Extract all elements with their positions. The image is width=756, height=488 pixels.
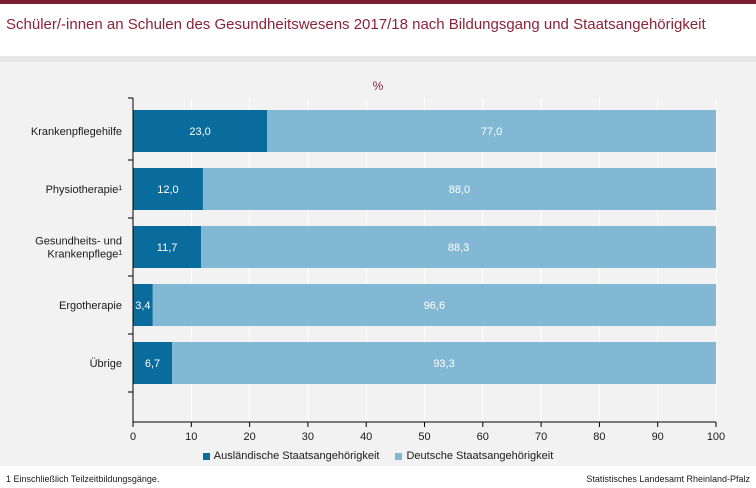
- chart-area: % 23,0 77,0 Krankenpflegehilfe 12,0 88,0 Physi…: [0, 62, 756, 466]
- chart-title: Schüler/-innen an Schulen des Gesundheit…: [6, 16, 706, 33]
- x-tick-label-50: 50: [418, 431, 430, 443]
- data-label-deutsch-4: 93,3: [433, 358, 454, 370]
- footer: 1 Einschließlich Teilzeitbildungsgänge. …: [0, 466, 756, 488]
- category-label-2: Gesundheits- und Krankenpflege¹: [35, 236, 122, 261]
- footnote: 1 Einschließlich Teilzeitbildungsgänge.: [6, 474, 160, 484]
- unit-label: %: [373, 79, 384, 93]
- bar-auslaendisch-2: [133, 226, 202, 268]
- data-label-deutsch-3: 96,6: [424, 300, 445, 312]
- legend-label-deutsch: Deutsche Staatsangehörigkeit: [406, 450, 554, 462]
- data-label-deutsch-0: 77,0: [481, 126, 502, 138]
- legend-item-auslaendisch: Ausländische Staatsangehörigkeit: [202, 450, 380, 462]
- x-tick-label-20: 20: [243, 431, 255, 443]
- bar-auslaendisch-0: [133, 110, 268, 152]
- x-tick-label-100: 100: [707, 431, 725, 443]
- data-label-auslaendisch-0: 23,0: [189, 126, 210, 138]
- x-tick-label-90: 90: [652, 431, 664, 443]
- data-label-auslaendisch-1: 12,0: [157, 184, 178, 196]
- legend-item-deutsch: Deutsche Staatsangehörigkeit: [395, 450, 553, 462]
- x-tick-label-60: 60: [477, 431, 489, 443]
- legend-swatch-auslaendisch: [202, 452, 210, 460]
- bar-deutsch-3: [152, 284, 716, 326]
- x-tick-label-10: 10: [185, 431, 197, 443]
- category-label-1: Physiotherapie¹: [46, 184, 123, 196]
- data-label-auslaendisch-2: 11,7: [157, 242, 178, 254]
- bar-deutsch-0: [267, 110, 716, 152]
- bar-deutsch-2: [201, 226, 716, 268]
- category-label-0: Krankenpflegehilfe: [31, 126, 122, 138]
- title-separator: [0, 56, 756, 62]
- category-label-3: Ergotherapie: [59, 300, 122, 312]
- x-tick-label-80: 80: [593, 431, 605, 443]
- x-tick-label-70: 70: [535, 431, 547, 443]
- bar-auslaendisch-3: [133, 284, 153, 326]
- stacked-bar-chart: % 23,0 77,0 Krankenpflegehilfe 12,0 88,0 Physi…: [31, 79, 725, 443]
- data-label-auslaendisch-3: 3,4: [135, 300, 150, 312]
- legend: Ausländische Staatsangehörigkeit Deutsch…: [0, 448, 756, 464]
- legend-swatch-deutsch: [395, 452, 403, 460]
- x-tick-label-30: 30: [302, 431, 314, 443]
- legend-label-auslaendisch: Ausländische Staatsangehörigkeit: [213, 450, 380, 462]
- x-tick-label-0: 0: [130, 431, 136, 443]
- data-label-deutsch-1: 88,0: [449, 184, 470, 196]
- bar-deutsch-4: [172, 342, 716, 384]
- source-credit: Statistisches Landesamt Rheinland-Pfalz: [586, 474, 750, 484]
- top-rule: [0, 0, 756, 4]
- bar-auslaendisch-4: [133, 342, 173, 384]
- data-label-auslaendisch-4: 6,7: [145, 358, 160, 370]
- data-label-deutsch-2: 88,3: [448, 242, 469, 254]
- bar-deutsch-1: [202, 168, 716, 210]
- bar-auslaendisch-1: [133, 168, 203, 210]
- category-label-4: Übrige: [90, 358, 122, 370]
- x-tick-label-40: 40: [360, 431, 372, 443]
